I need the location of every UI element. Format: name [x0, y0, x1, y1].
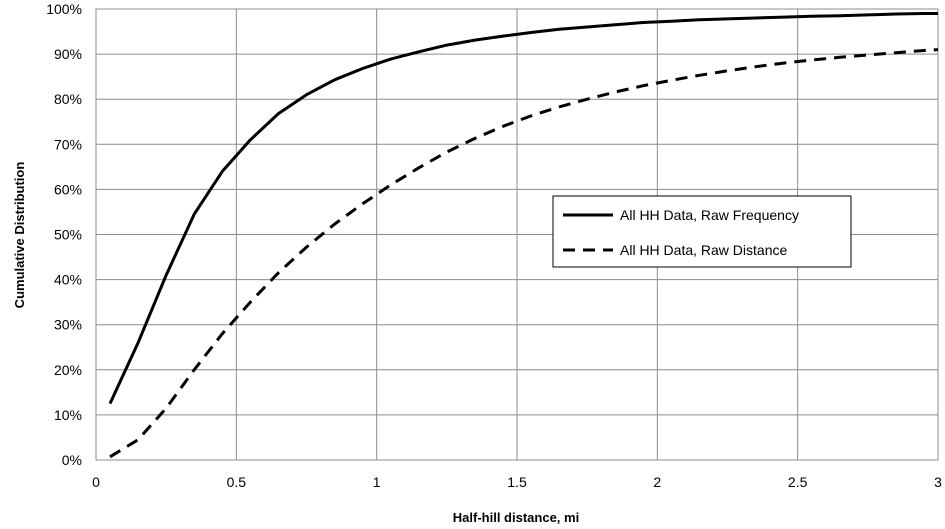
y-tick-label: 10% — [54, 407, 82, 423]
x-axis-label: Half-hill distance, mi — [453, 510, 579, 525]
plot-area — [95, 8, 939, 461]
legend-label-raw-frequency: All HH Data, Raw Frequency — [620, 207, 799, 223]
series-layer — [108, 12, 939, 459]
x-tick-label: 2 — [653, 474, 661, 490]
y-tick-label: 60% — [54, 181, 82, 197]
y-tick-label: 0% — [62, 452, 82, 468]
series-line-raw-distance — [109, 48, 939, 459]
y-tick-label: 30% — [54, 317, 82, 333]
legend-label-raw-distance: All HH Data, Raw Distance — [620, 242, 787, 258]
y-tick-label: 20% — [54, 362, 82, 378]
y-tick-label: 40% — [54, 272, 82, 288]
x-tick-label: 0.5 — [227, 474, 247, 490]
y-tick-label: 80% — [54, 91, 82, 107]
y-tick-label: 90% — [54, 46, 82, 62]
x-tick-label: 2.5 — [788, 474, 808, 490]
plot-border — [95, 8, 939, 461]
x-tick-label: 1.5 — [507, 474, 527, 490]
y-axis-label: Cumulative Distribution — [12, 162, 27, 309]
y-tick-label: 100% — [46, 1, 82, 17]
legend-box — [552, 195, 852, 268]
series-line-raw-frequency — [108, 12, 938, 405]
y-tick-label: 70% — [54, 136, 82, 152]
y-axis-ticks: 0% 10% 20% 30% 40% 50% 60% 70% 80% 90% 100% — [46, 1, 82, 468]
x-tick-label: 0 — [92, 474, 100, 490]
x-tick-label: 3 — [934, 474, 942, 490]
x-axis-ticks: 0 0.5 1 1.5 2 2.5 3 — [92, 474, 942, 490]
legend: All HH Data, Raw Frequency All HH Data, … — [552, 195, 852, 268]
x-tick-label: 1 — [373, 474, 381, 490]
y-tick-label: 50% — [54, 227, 82, 243]
